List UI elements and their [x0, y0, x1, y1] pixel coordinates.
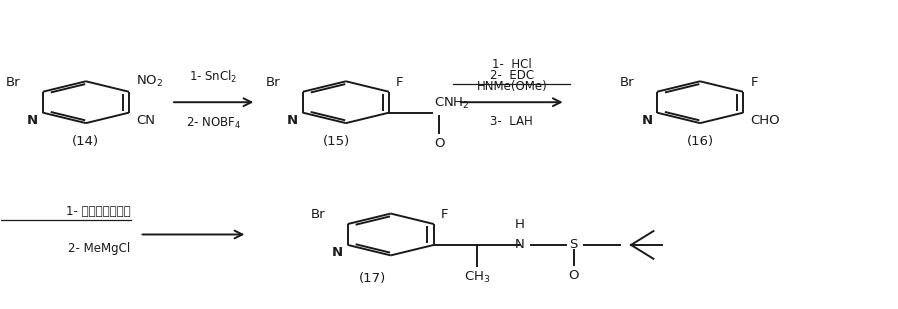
- Text: N: N: [287, 114, 298, 127]
- Text: 2- NOBF$_4$: 2- NOBF$_4$: [186, 116, 242, 131]
- Text: 2- MeMgCl: 2- MeMgCl: [68, 242, 131, 255]
- Text: NO$_2$: NO$_2$: [136, 74, 163, 89]
- Text: 1- 叔丁基亚磺酰胺: 1- 叔丁基亚磺酰胺: [66, 205, 131, 218]
- Text: N: N: [27, 114, 39, 127]
- Text: 1- SnCl$_2$: 1- SnCl$_2$: [189, 69, 238, 85]
- Text: Br: Br: [266, 76, 280, 89]
- Text: (15): (15): [323, 135, 350, 148]
- Text: Br: Br: [311, 208, 325, 221]
- Text: (17): (17): [359, 272, 386, 285]
- Text: F: F: [750, 76, 758, 89]
- Text: N: N: [641, 114, 653, 127]
- Text: (16): (16): [686, 135, 714, 148]
- Text: CN: CN: [136, 114, 155, 127]
- Text: 2-  EDC: 2- EDC: [489, 69, 533, 82]
- Text: N: N: [515, 239, 524, 252]
- Text: O: O: [434, 137, 445, 150]
- Text: N: N: [332, 247, 343, 260]
- Text: CH$_3$: CH$_3$: [463, 270, 490, 285]
- Text: 3-  LAH: 3- LAH: [490, 115, 533, 128]
- Text: Br: Br: [620, 76, 635, 89]
- Text: H: H: [515, 218, 524, 231]
- Text: (14): (14): [73, 135, 100, 148]
- Text: CNH$_2$: CNH$_2$: [434, 96, 470, 111]
- Text: F: F: [396, 76, 403, 89]
- Text: F: F: [441, 208, 448, 221]
- Text: CHO: CHO: [750, 114, 779, 127]
- Text: HNMe(OMe): HNMe(OMe): [476, 80, 547, 93]
- Text: 1-  HCl: 1- HCl: [492, 58, 532, 71]
- Text: S: S: [569, 239, 577, 252]
- Text: O: O: [568, 269, 579, 282]
- Text: Br: Br: [5, 76, 21, 89]
